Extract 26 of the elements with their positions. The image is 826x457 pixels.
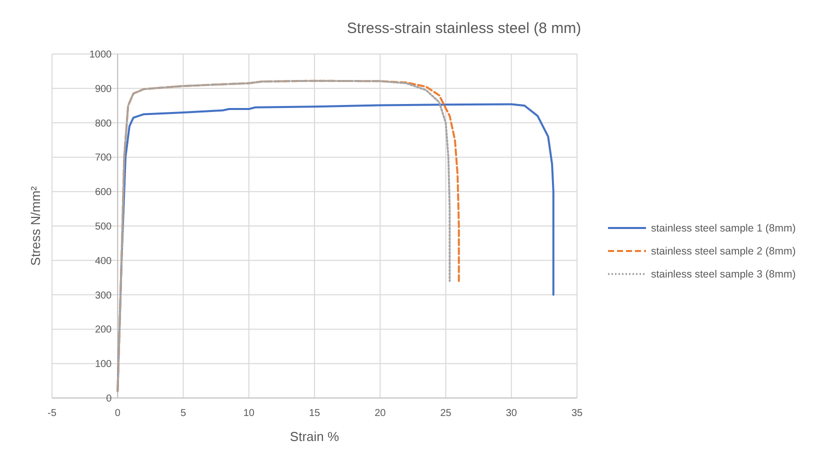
y-tick-label: 400 xyxy=(94,256,112,267)
y-tick-label: 500 xyxy=(94,222,112,232)
x-axis-title: Strain % xyxy=(290,429,340,444)
y-tick-label: 300 xyxy=(94,290,112,302)
y-tick-label: 0 xyxy=(106,394,112,404)
legend-label: stainless steel sample 2 (8mm) xyxy=(651,246,796,258)
y-tick-label: 1000 xyxy=(89,50,112,60)
legend-label: stainless steel sample 1 (8mm) xyxy=(651,222,796,235)
x-tick-label: 25 xyxy=(440,408,452,419)
y-axis-title: Stress N/mm² xyxy=(28,186,43,266)
y-tick-label: 900 xyxy=(94,84,112,95)
x-tick-label: 30 xyxy=(506,408,518,419)
chart-title: Stress-strain stainless steel (8 mm) xyxy=(346,20,582,37)
x-tick-label: 5 xyxy=(180,408,186,419)
y-tick-label: 100 xyxy=(94,359,112,370)
x-tick-label: -5 xyxy=(48,408,57,419)
x-tick-label: 10 xyxy=(243,408,255,419)
x-tick-label: 35 xyxy=(571,408,583,419)
x-tick-label: 0 xyxy=(114,408,121,419)
y-tick-label: 600 xyxy=(94,187,112,198)
y-tick-label: 700 xyxy=(94,152,112,164)
x-tick-label: 15 xyxy=(308,408,320,419)
x-tick-label: 20 xyxy=(374,408,386,419)
y-tick-label: 800 xyxy=(94,118,112,130)
y-tick-label: 200 xyxy=(94,324,112,336)
legend-label: stainless steel sample 3 (8mm) xyxy=(651,268,796,281)
